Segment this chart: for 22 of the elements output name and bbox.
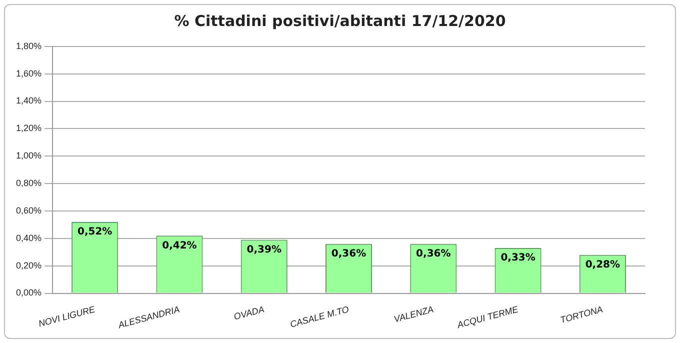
y-tick-label: 0,00%	[16, 288, 42, 298]
y-tick-label: 0,20%	[16, 260, 42, 270]
data-label: 0,28%	[585, 259, 620, 270]
data-label: 0,42%	[162, 240, 197, 252]
x-tick-label: OVADA	[232, 304, 266, 322]
x-tick-label: CASALE M.TO	[289, 304, 350, 330]
chart-title: % Cittadini positivi/abitanti 17/12/2020	[173, 12, 507, 30]
data-label: 0,33%	[500, 252, 536, 264]
data-label: 0,52%	[77, 226, 112, 238]
y-tick-label: 0,60%	[16, 205, 42, 216]
x-tick-label: NOVI LIGURE	[37, 304, 97, 329]
data-label: 0,39%	[246, 244, 282, 256]
y-tick-label: 1,80%	[16, 40, 42, 51]
data-label: 0,36%	[416, 248, 451, 260]
y-tick-label: 1,60%	[16, 68, 42, 78]
y-tick-label: 0,40%	[16, 232, 42, 243]
data-label: 0,36%	[331, 248, 366, 260]
y-tick-label: 1,40%	[16, 96, 42, 106]
y-tick-label: 1,20%	[16, 123, 42, 134]
x-tick-label: ACQUI TERME	[455, 304, 520, 330]
y-tick-label: 0,80%	[16, 178, 42, 188]
y-tick-label: 1,00%	[16, 150, 42, 161]
